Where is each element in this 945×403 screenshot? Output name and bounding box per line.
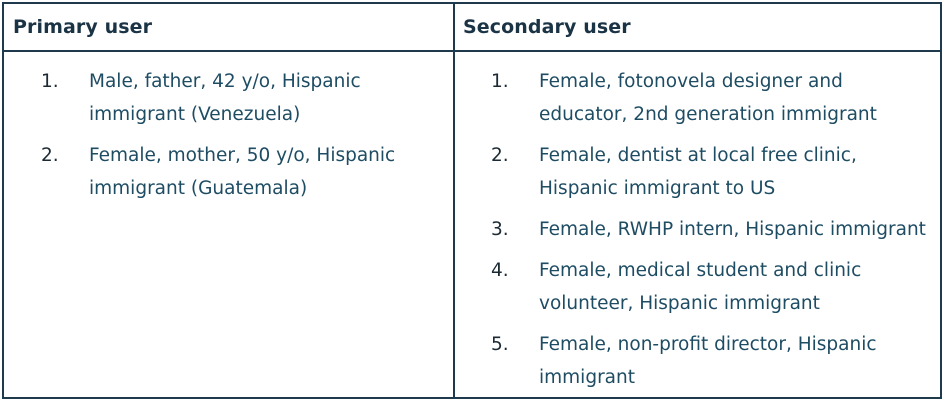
- list-item-text: Male, father, 42 y/o, Hispanic immigrant…: [89, 71, 361, 125]
- list-item: 1. Male, father, 42 y/o, Hispanic immigr…: [4, 65, 453, 131]
- list-item-number: 1.: [491, 71, 509, 92]
- list-item: 2. Female, dentist at local free clinic,…: [455, 139, 940, 205]
- list-item-text: Female, non-profit director, Hispanic im…: [539, 334, 877, 388]
- list-item: 3. Female, RWHP intern, Hispanic immigra…: [455, 213, 940, 246]
- list-item-number: 4.: [491, 260, 509, 281]
- list-item-text: Female, mother, 50 y/o, Hispanic immigra…: [89, 145, 396, 199]
- list-item-number: 5.: [491, 334, 509, 355]
- secondary-user-cell: 1. Female, fotonovela designer and educa…: [455, 52, 940, 397]
- column-header-primary-user: Primary user: [4, 4, 455, 52]
- list-item-text: Female, dentist at local free clinic, Hi…: [539, 145, 857, 199]
- primary-user-cell: 1. Male, father, 42 y/o, Hispanic immigr…: [4, 52, 455, 397]
- list-item-text: Female, medical student and clinic volun…: [539, 260, 862, 314]
- list-item-number: 3.: [491, 219, 509, 240]
- list-item-text: Female, RWHP intern, Hispanic immigrant: [539, 219, 926, 240]
- list-item-number: 2.: [491, 145, 509, 166]
- list-item: 2. Female, mother, 50 y/o, Hispanic immi…: [4, 139, 453, 205]
- list-item: 5. Female, non-profit director, Hispanic…: [455, 328, 940, 394]
- list-item-text: Female, fotonovela designer and educator…: [539, 71, 877, 125]
- column-header-secondary-user: Secondary user: [455, 4, 940, 52]
- secondary-user-list: 1. Female, fotonovela designer and educa…: [455, 65, 940, 402]
- list-item-number: 2.: [41, 145, 59, 166]
- list-item-number: 1.: [41, 71, 59, 92]
- primary-user-list: 1. Male, father, 42 y/o, Hispanic immigr…: [4, 65, 453, 213]
- user-table: Primary user Secondary user 1. Male, fat…: [2, 2, 942, 399]
- list-item: 4. Female, medical student and clinic vo…: [455, 254, 940, 320]
- list-item: 1. Female, fotonovela designer and educa…: [455, 65, 940, 131]
